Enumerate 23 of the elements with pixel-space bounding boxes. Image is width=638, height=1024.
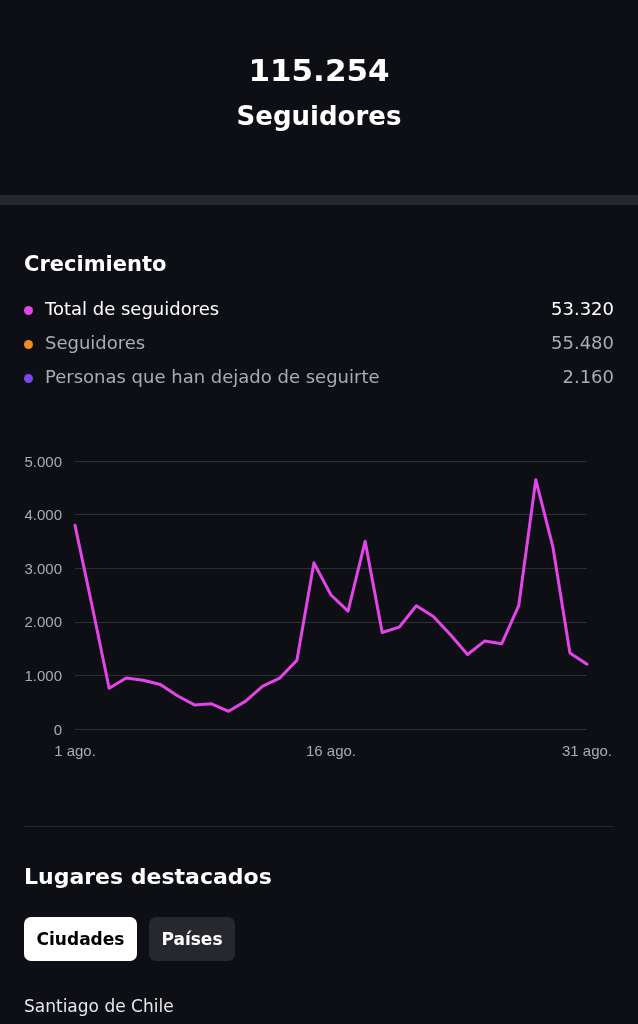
- text: Seguidores: [235, 101, 403, 131]
- y-tick-label: 1.000: [24, 666, 62, 684]
- y-tick-label: 4.000: [24, 506, 62, 524]
- y-tick-label: 5.000: [24, 452, 62, 470]
- text: Personas que han dejado de seguirte: [45, 366, 380, 387]
- text: Países: [149, 917, 235, 961]
- legend-label: Total de seguidores: [45, 298, 220, 319]
- text: 55.480: [551, 332, 614, 353]
- y-tick-label: 3.000: [24, 559, 62, 577]
- x-tick-label: 16 ago.: [305, 742, 357, 759]
- text: Ciudades: [24, 917, 137, 961]
- text: 115.254: [247, 52, 391, 88]
- y-tick-label: 0: [53, 720, 62, 738]
- x-tick-label: 1 ago.: [54, 742, 96, 759]
- text: Seguidores: [45, 332, 146, 353]
- text: 53.320: [551, 298, 614, 319]
- text: 2.160: [562, 366, 614, 387]
- y-tick-label: 2.000: [24, 613, 62, 631]
- text: Santiago de Chile: [24, 996, 174, 1016]
- line-series: [73, 478, 589, 713]
- chart-title: Crecimiento: [24, 252, 167, 276]
- text: Lugares destacados: [24, 864, 272, 889]
- x-tick-label: 31 ago.: [561, 742, 613, 759]
